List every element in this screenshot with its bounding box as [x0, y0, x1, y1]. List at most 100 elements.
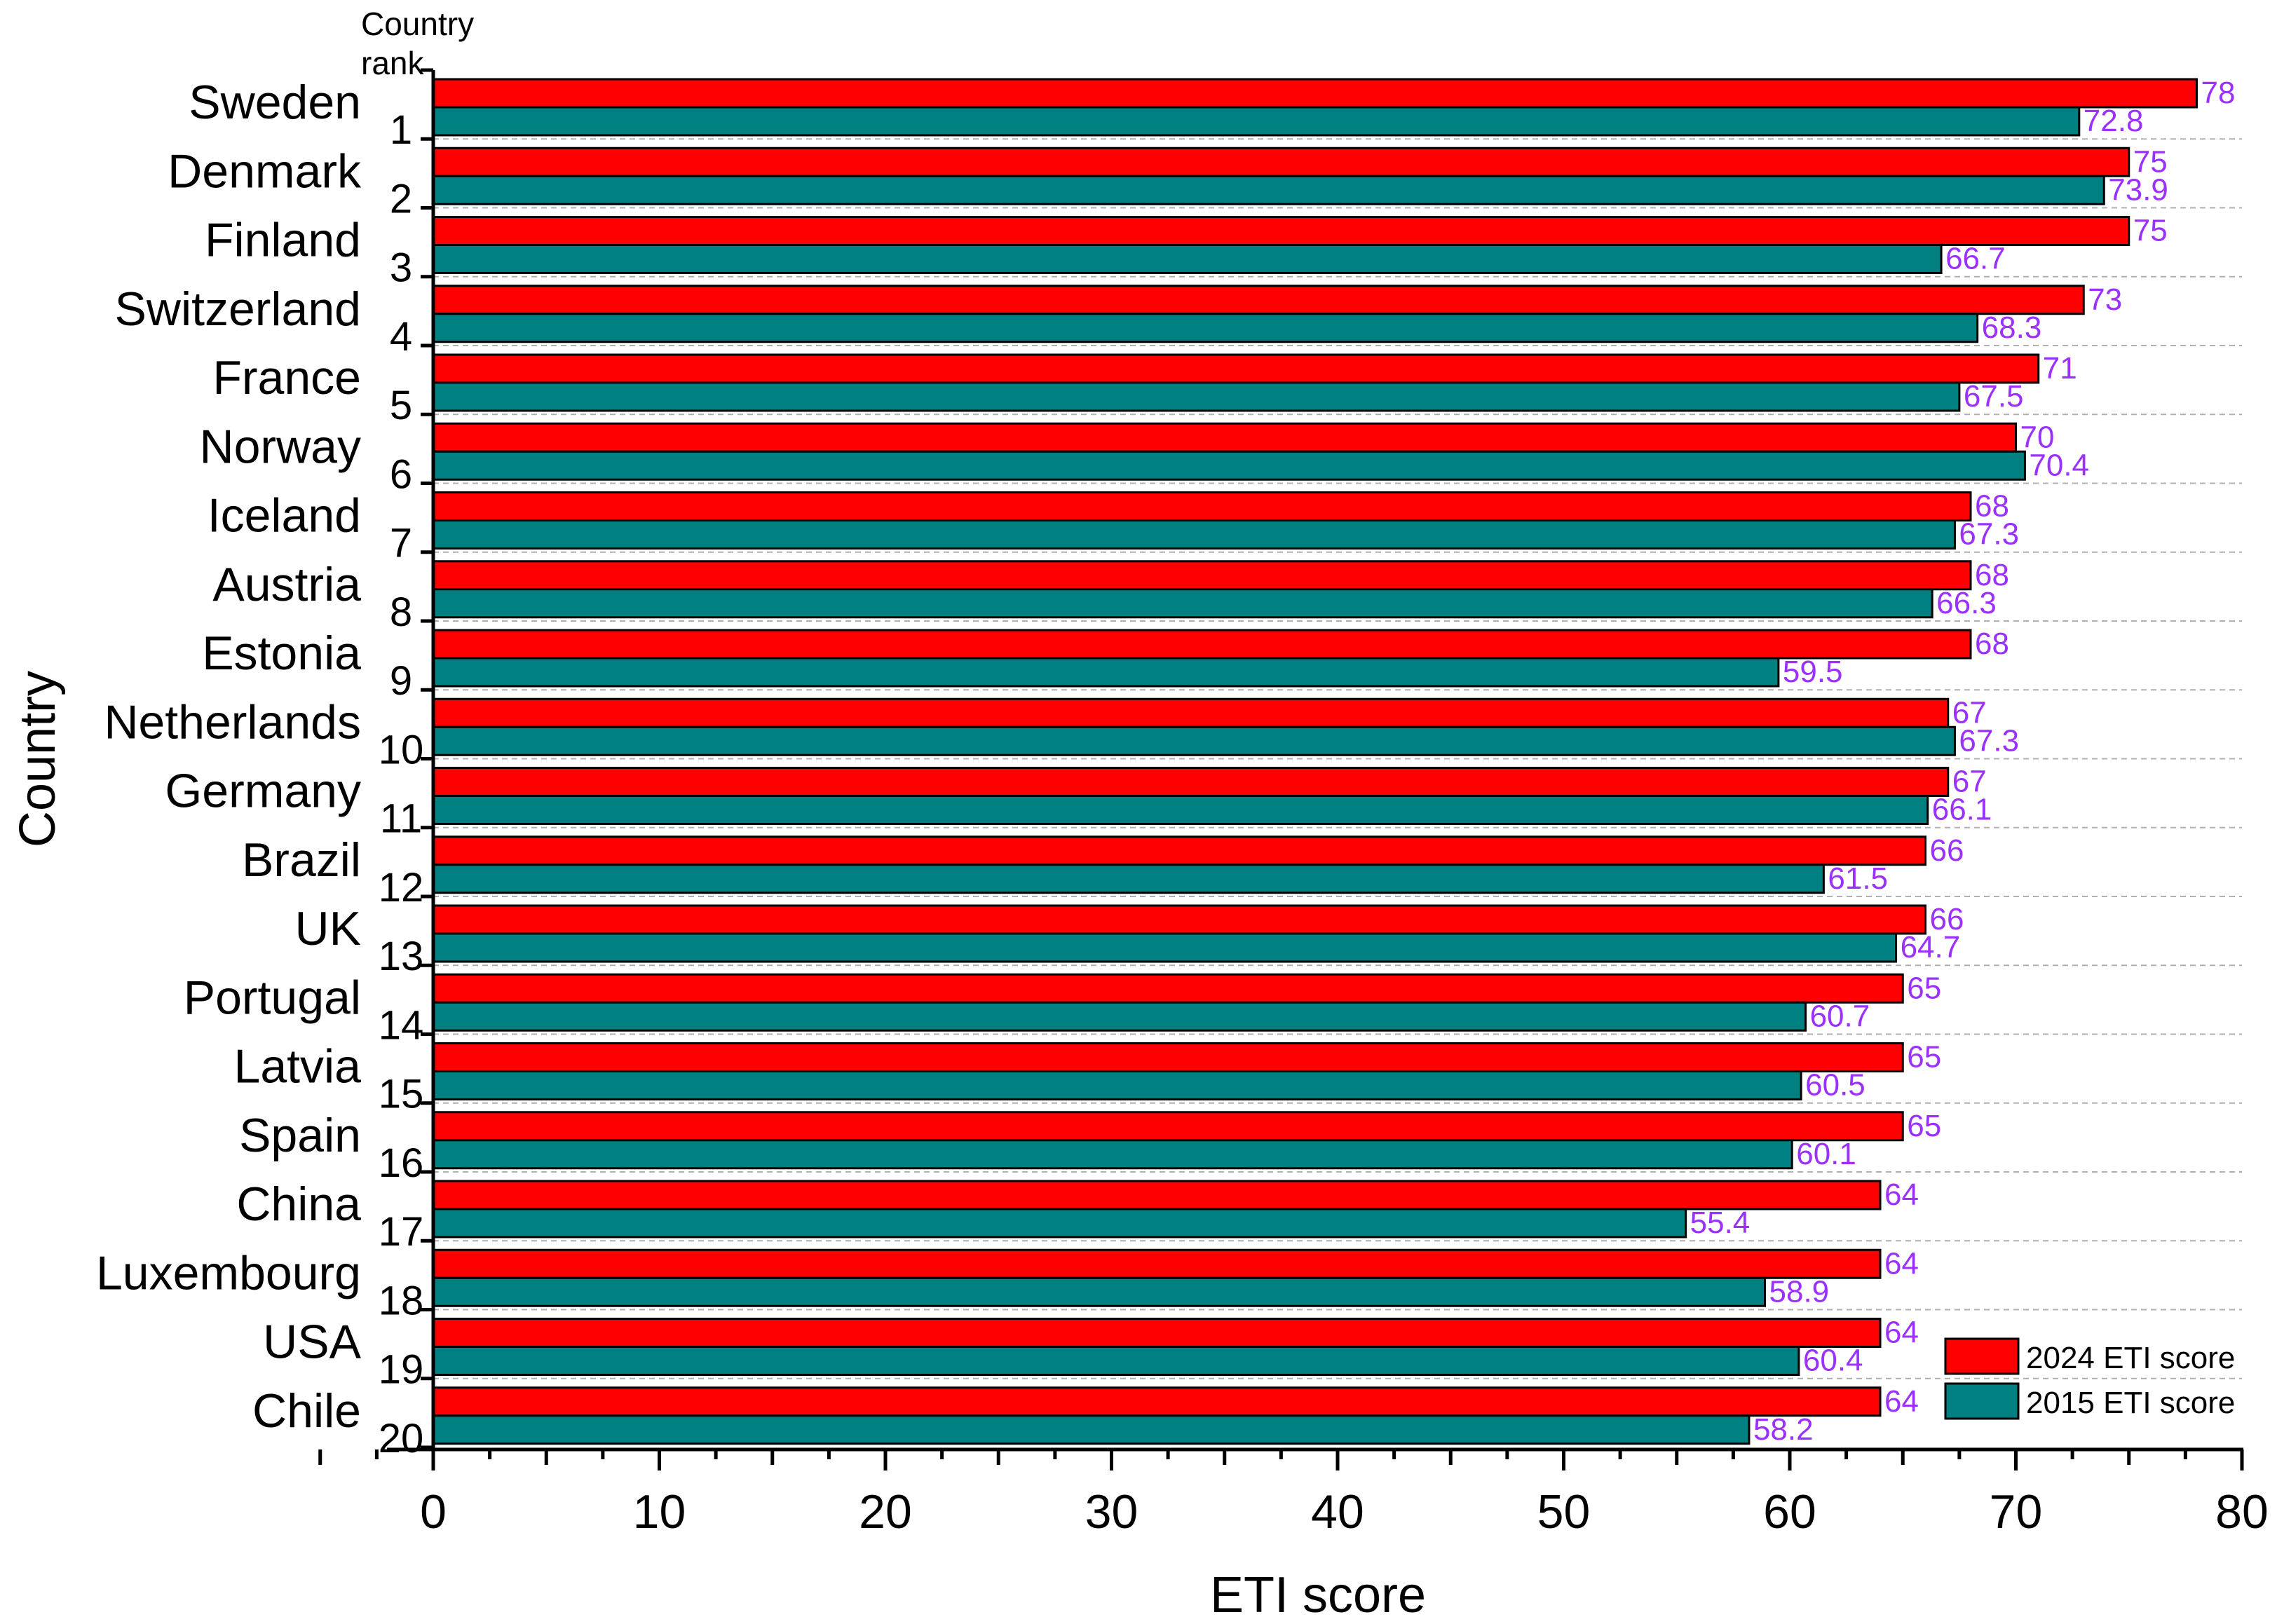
axes: [318, 68, 2244, 1471]
bar-2015: [432, 519, 1956, 550]
rank-label: 15: [379, 1072, 424, 1117]
value-label-2024: 68: [1975, 489, 2009, 524]
value-label-2024: 73: [2088, 282, 2122, 317]
rank-header: Country rank: [361, 6, 474, 81]
category-label: Denmark: [168, 144, 362, 198]
x-tick-label: 30: [1085, 1485, 1138, 1538]
value-label-2015: 60.7: [1810, 999, 1870, 1033]
category-label: Finland: [205, 214, 361, 267]
value-label-2015: 68.3: [1982, 311, 2042, 345]
value-label-2015: 60.4: [1803, 1344, 1863, 1378]
x-tick-label: 20: [859, 1485, 912, 1538]
value-label-2024: 68: [1975, 558, 2009, 592]
value-label-2015: 61.5: [1828, 861, 1888, 896]
bar-2024: [432, 697, 1950, 728]
bar-2015: [432, 1139, 1793, 1170]
category-label: Germany: [165, 765, 361, 818]
value-label-2024: 64: [1884, 1384, 1919, 1419]
bar-2015: [432, 1414, 1751, 1445]
rank-label: 7: [390, 521, 412, 566]
value-label-2024: 65: [1907, 1109, 1941, 1143]
bar-2015: [432, 313, 1979, 343]
value-label-2015: 66.1: [1932, 793, 1992, 827]
value-label-2015: 72.8: [2084, 104, 2144, 138]
x-tick-label: 0: [420, 1485, 447, 1538]
rank-label: 5: [390, 383, 412, 428]
rank-label: 17: [379, 1209, 424, 1255]
rank-label: 16: [379, 1140, 424, 1186]
bar-2015: [432, 932, 1898, 963]
x-tick-label: 50: [1537, 1485, 1591, 1538]
value-label-2024: 68: [1975, 627, 2009, 661]
rank-label: 3: [390, 245, 412, 291]
legend-label: 2015 ETI score: [2026, 1386, 2235, 1420]
bar-2024: [432, 216, 2130, 246]
bar-2015: [432, 864, 1825, 894]
x-tick-label: 60: [1763, 1485, 1816, 1538]
bar-2024: [432, 560, 1972, 591]
rank-label: 2: [390, 176, 412, 221]
value-label-2024: 75: [2133, 144, 2168, 179]
bar-2015: [432, 106, 2081, 137]
rank-label: 1: [390, 107, 412, 153]
x-tick-label: 10: [633, 1485, 686, 1538]
rank-header-line: rank: [361, 45, 424, 81]
rank-label: 20: [379, 1416, 424, 1461]
value-label-2024: 64: [1884, 1178, 1919, 1212]
bar-2024: [432, 1318, 1882, 1348]
category-label: Switzerland: [115, 282, 362, 336]
legend-swatch: [1944, 1337, 2020, 1375]
bar-2015: [432, 1070, 1802, 1100]
category-label: China: [236, 1178, 361, 1231]
bar-2015: [432, 725, 1956, 756]
category-label: USA: [263, 1316, 361, 1369]
value-label-2015: 58.9: [1769, 1274, 1830, 1309]
rank-label: 10: [379, 727, 424, 772]
bar-2024: [432, 1111, 1904, 1142]
value-label-2015: 60.1: [1796, 1137, 1856, 1171]
category-label: Portugal: [184, 971, 361, 1024]
value-label-2024: 64: [1884, 1246, 1919, 1281]
value-label-2015: 60.5: [1805, 1068, 1865, 1103]
bar-2024: [432, 835, 1926, 866]
category-label: Luxembourg: [96, 1246, 361, 1299]
value-label-2024: 64: [1884, 1316, 1919, 1350]
rank-label: 12: [379, 865, 424, 910]
bar-2024: [432, 422, 2017, 453]
value-label-2015: 70.4: [2029, 448, 2089, 482]
rank-label: 13: [379, 934, 424, 979]
value-label-2024: 67: [1952, 765, 1987, 799]
value-label-2015: 64.7: [1901, 930, 1961, 964]
bar-2024: [432, 1386, 1882, 1417]
category-label: Spain: [239, 1109, 361, 1162]
category-label: UK: [295, 902, 361, 955]
y-axis-title: Country: [10, 671, 66, 847]
bar-2015: [432, 795, 1929, 825]
bar-2015: [432, 381, 1961, 412]
value-label-2024: 70: [2020, 420, 2055, 454]
category-label: Latvia: [234, 1040, 362, 1093]
category-label: Brazil: [242, 833, 361, 887]
category-label: Norway: [200, 420, 362, 473]
x-tick-label: 80: [2215, 1485, 2269, 1538]
value-label-2024: 66: [1930, 902, 1964, 936]
bars: [432, 78, 2198, 1445]
bar-2015: [432, 1346, 1800, 1376]
legend-swatch: [1944, 1382, 2020, 1420]
rank-label: 6: [390, 451, 412, 497]
bar-2015: [432, 175, 2105, 205]
value-label-2015: 73.9: [2108, 172, 2168, 207]
value-label-2015: 59.5: [1783, 655, 1843, 689]
value-label-2015: 67.5: [1964, 379, 2024, 414]
bar-2024: [432, 1042, 1904, 1072]
bar-2015: [432, 1208, 1687, 1239]
rank-label: 14: [379, 1002, 424, 1048]
rank-label: 18: [379, 1278, 424, 1323]
bar-2015: [432, 588, 1933, 619]
value-label-2024: 67: [1952, 695, 1987, 730]
bar-2024: [432, 285, 2085, 315]
bar-2024: [432, 1248, 1882, 1279]
bar-2024: [432, 629, 1972, 660]
rank-label: 4: [390, 314, 412, 360]
